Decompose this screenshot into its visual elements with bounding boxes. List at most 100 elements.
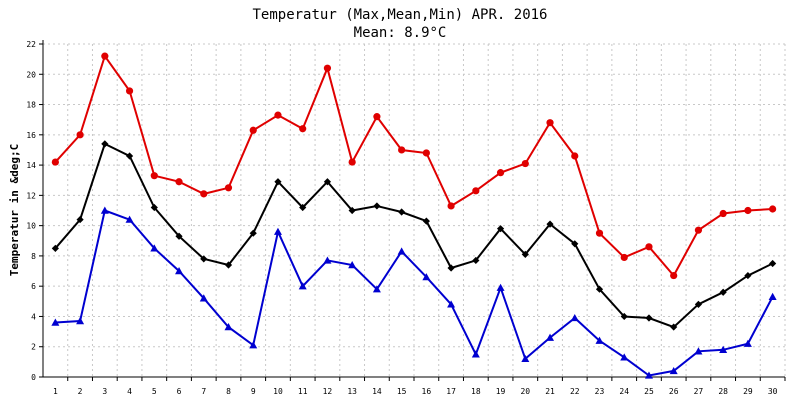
data-point bbox=[125, 152, 134, 160]
data-point bbox=[595, 336, 604, 344]
data-point bbox=[719, 345, 728, 353]
data-point bbox=[447, 264, 455, 272]
data-point bbox=[150, 172, 158, 180]
data-point bbox=[447, 300, 456, 308]
data-point bbox=[150, 203, 158, 212]
data-point bbox=[744, 206, 752, 215]
data-point bbox=[422, 273, 431, 281]
data-point bbox=[620, 253, 628, 262]
y-tick-label: 8 bbox=[31, 252, 36, 261]
x-tick-label: 1 bbox=[53, 387, 58, 396]
data-point bbox=[175, 232, 183, 240]
x-tick-label: 24 bbox=[619, 387, 629, 396]
data-point bbox=[769, 259, 777, 268]
data-point bbox=[224, 184, 233, 192]
data-point bbox=[694, 347, 703, 355]
x-tick-label: 16 bbox=[422, 387, 432, 396]
data-point bbox=[323, 178, 332, 186]
data-point bbox=[323, 256, 332, 264]
x-tick-label: 30 bbox=[768, 387, 778, 396]
data-point bbox=[471, 350, 480, 358]
data-point bbox=[422, 217, 430, 225]
series-3 bbox=[51, 206, 777, 379]
data-point bbox=[373, 202, 381, 210]
data-point bbox=[743, 339, 752, 347]
data-point bbox=[521, 250, 529, 258]
x-tick-label: 2 bbox=[78, 387, 83, 396]
x-tick-label: 23 bbox=[595, 387, 605, 396]
x-tick-label: 4 bbox=[127, 387, 132, 396]
data-point bbox=[150, 244, 159, 252]
data-point bbox=[669, 366, 678, 375]
data-point bbox=[372, 285, 381, 293]
x-tick-label: 27 bbox=[694, 387, 704, 396]
x-tick-label: 25 bbox=[644, 387, 654, 396]
x-tick-label: 6 bbox=[177, 387, 182, 396]
series-line bbox=[54, 142, 774, 329]
data-point bbox=[620, 312, 628, 321]
data-point bbox=[224, 261, 233, 269]
data-point bbox=[595, 229, 604, 237]
y-axis-label: Temperatur in &deg;C bbox=[8, 144, 21, 276]
data-point bbox=[298, 282, 307, 290]
data-point bbox=[249, 341, 258, 349]
data-point bbox=[670, 271, 678, 280]
x-tick-label: 19 bbox=[496, 387, 506, 396]
data-point bbox=[51, 318, 60, 326]
data-point bbox=[521, 159, 529, 168]
data-point bbox=[100, 206, 109, 214]
data-point bbox=[694, 226, 703, 234]
chart-subtitle: Mean: 8.9°C bbox=[354, 25, 447, 41]
data-point bbox=[101, 52, 109, 60]
y-tick-label: 2 bbox=[31, 343, 36, 352]
data-point bbox=[249, 126, 257, 134]
y-tick-label: 20 bbox=[26, 70, 36, 79]
data-point bbox=[398, 208, 406, 216]
data-point bbox=[200, 255, 208, 263]
data-point bbox=[175, 178, 183, 186]
data-point bbox=[274, 178, 282, 186]
data-point bbox=[719, 288, 727, 296]
data-point bbox=[200, 190, 208, 198]
data-point bbox=[496, 225, 505, 233]
y-tick-label: 22 bbox=[26, 40, 36, 49]
y-tick-label: 12 bbox=[26, 191, 36, 200]
y-tick-label: 18 bbox=[26, 101, 36, 110]
x-tick-labels: 1 2 3 4 5 6 7 8 9 10 11 12 13 14 15 16 17 18 19 20 21 22 23 24 2… bbox=[53, 387, 778, 396]
x-tick-label: 8 bbox=[226, 387, 231, 396]
data-point bbox=[422, 149, 430, 157]
data-point bbox=[299, 203, 307, 212]
y-tick-label: 14 bbox=[26, 161, 36, 170]
data-point bbox=[472, 256, 480, 265]
data-point bbox=[521, 354, 530, 363]
x-tick-label: 13 bbox=[347, 387, 357, 396]
data-point bbox=[125, 87, 134, 95]
data-point bbox=[546, 220, 554, 228]
data-point bbox=[570, 313, 579, 322]
y-tick-label: 4 bbox=[31, 312, 36, 321]
y-tick-label: 6 bbox=[31, 282, 36, 291]
data-point bbox=[620, 353, 629, 361]
x-tick-label: 28 bbox=[718, 387, 728, 396]
data-point bbox=[273, 227, 282, 235]
x-tick-label: 11 bbox=[298, 387, 308, 396]
y-tick-labels: 0 2 4 6 8 10 12 14 16 18 20 22 bbox=[26, 40, 36, 382]
series-1 bbox=[51, 52, 777, 280]
x-tick-label: 15 bbox=[397, 387, 407, 396]
data-point bbox=[546, 333, 555, 341]
x-tick-label: 5 bbox=[152, 387, 157, 396]
y-tick-label: 10 bbox=[26, 222, 36, 231]
x-tick-label: 26 bbox=[669, 387, 679, 396]
series-2 bbox=[51, 140, 777, 331]
data-point bbox=[373, 113, 381, 121]
data-point bbox=[76, 215, 84, 224]
data-point bbox=[175, 267, 184, 275]
data-point bbox=[571, 152, 579, 160]
data-point bbox=[694, 300, 703, 308]
series-line bbox=[55, 209, 774, 377]
data-point bbox=[644, 371, 653, 379]
data-point bbox=[249, 229, 257, 237]
chart-title: Temperatur (Max,Mean,Min) APR. 2016 bbox=[252, 7, 547, 23]
